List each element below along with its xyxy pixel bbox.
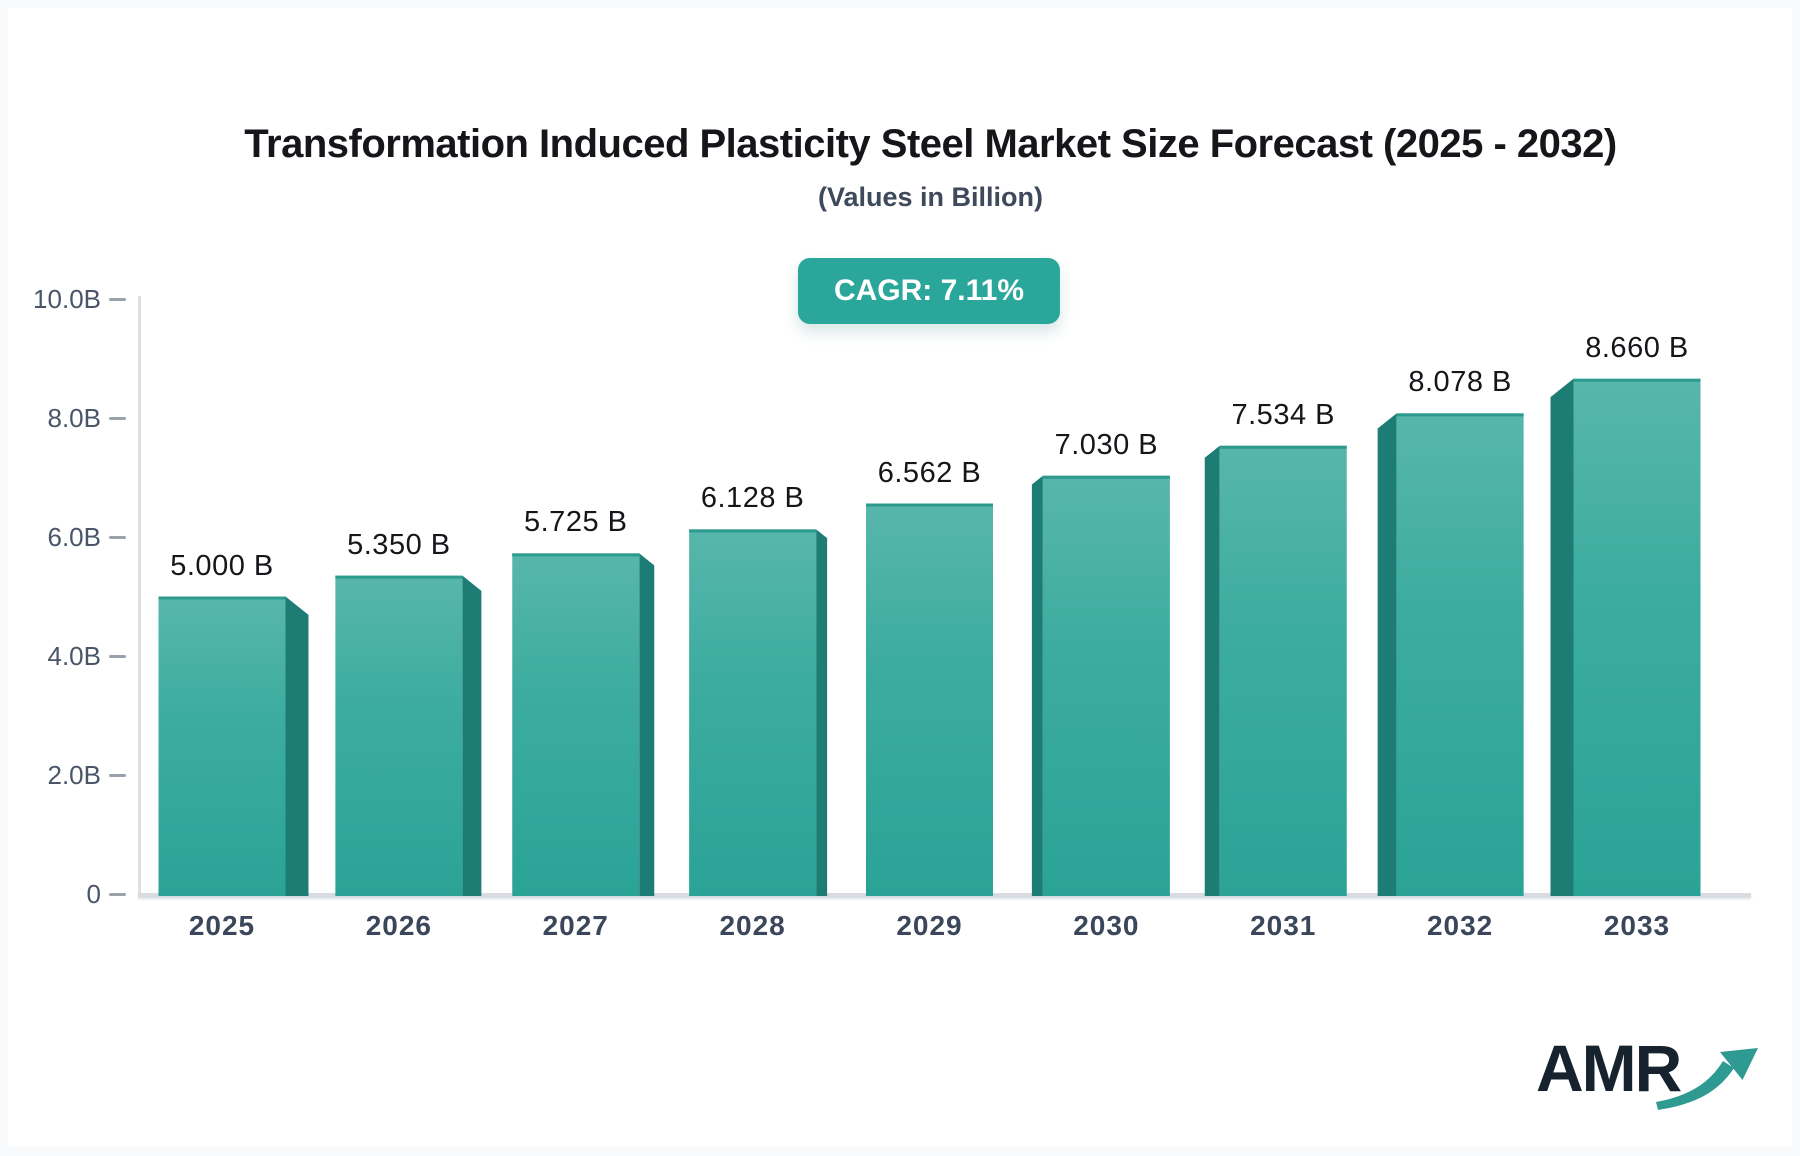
bar-value-label: 6.562 B [877,456,982,489]
bar-value-label: 6.128 B [700,482,805,515]
bar-value-label: 7.030 B [1054,428,1159,461]
y-tick-label: 6.0B [47,522,102,552]
bar-value-label: 5.350 B [347,528,451,561]
bar-3d-side [1377,413,1397,896]
bar-value-label: 5.725 B [524,506,628,539]
x-axis-label-2027: 2027 [542,910,609,941]
x-axis-label-2025: 2025 [188,910,256,941]
bar-2030 [1042,475,1170,896]
amr-logo-text: AMR [1536,1031,1682,1105]
bar-2025 [158,596,286,896]
bar-3d-side [639,553,655,896]
y-tick-label: 0 [86,879,101,909]
amr-logo: AMR [1536,1031,1758,1128]
y-tick-label: 10.0B [33,284,101,314]
y-tick-label: 4.0B [47,641,102,671]
y-tick-dash [109,774,126,777]
bar-2033 [1573,378,1701,897]
bar-3d-side [816,529,828,896]
bar-3d-side [285,596,309,896]
bar-3d-side [1550,378,1574,897]
y-tick-dash [109,655,126,658]
bars-plot [158,378,1701,897]
bar-2031 [1219,445,1347,896]
bar-2028 [689,529,817,896]
x-axis-label-2030: 2030 [1073,910,1140,941]
y-tick-dash [109,298,126,301]
bar-3d-side [462,575,482,896]
x-axis-label-2032: 2032 [1426,910,1494,941]
y-tick-dash [109,893,126,896]
y-tick-dash [109,417,126,420]
bar-2026 [335,575,463,896]
bar-value-label: 5.000 B [170,549,274,582]
growth-arrow-icon [1656,1048,1758,1110]
chart-header: Transformation Induced Plasticity Steel … [123,120,1738,213]
bar-2032 [1396,413,1524,896]
x-axis-label-2033: 2033 [1603,910,1671,941]
bar-2029 [866,503,993,896]
bar-value-label: 7.534 B [1231,398,1335,431]
cagr-badge: CAGR: 7.11% [797,258,1061,324]
x-axis-label-2031: 2031 [1250,910,1317,941]
y-tick-dash [109,536,126,539]
bar-3d-side [1031,475,1043,896]
y-tick-label: 8.0B [47,403,102,433]
y-tick-label: 2.0B [47,760,102,790]
x-axis-label-2029: 2029 [896,910,963,941]
y-axis-line [138,296,141,896]
chart-card: Transformation Induced Plasticity Steel … [8,8,1792,1146]
chart-subtitle: (Values in Billion) [817,182,1044,212]
chart-title: Transformation Induced Plasticity Steel … [244,122,1617,166]
x-axis-label-2026: 2026 [365,910,433,941]
bar-2027 [512,553,640,896]
bar-value-label: 8.660 B [1585,331,1689,364]
x-axis-label-2028: 2028 [719,910,786,941]
bar-3d-side [1204,445,1220,896]
bar-value-label: 8.078 B [1408,366,1512,399]
